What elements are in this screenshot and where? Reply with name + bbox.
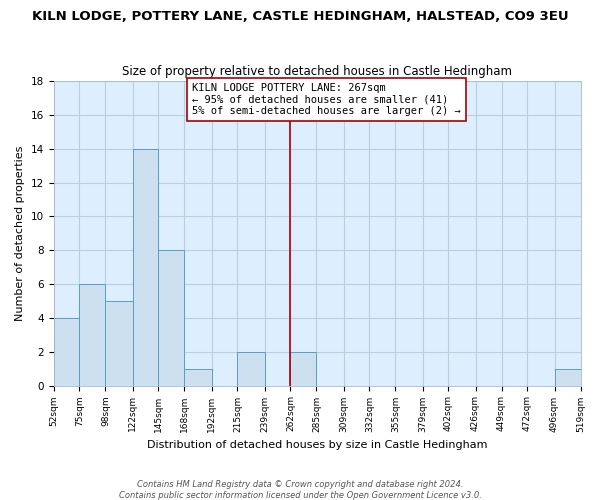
Bar xyxy=(290,352,316,386)
X-axis label: Distribution of detached houses by size in Castle Hedingham: Distribution of detached houses by size … xyxy=(147,440,487,450)
Bar xyxy=(53,318,79,386)
Bar xyxy=(79,284,106,386)
Bar xyxy=(158,250,184,386)
Title: Size of property relative to detached houses in Castle Hedingham: Size of property relative to detached ho… xyxy=(122,66,512,78)
Bar xyxy=(184,368,212,386)
Bar xyxy=(238,352,265,386)
Y-axis label: Number of detached properties: Number of detached properties xyxy=(15,146,25,321)
Text: KILN LODGE, POTTERY LANE, CASTLE HEDINGHAM, HALSTEAD, CO9 3EU: KILN LODGE, POTTERY LANE, CASTLE HEDINGH… xyxy=(32,10,568,23)
Bar xyxy=(106,301,133,386)
Text: KILN LODGE POTTERY LANE: 267sqm
← 95% of detached houses are smaller (41)
5% of : KILN LODGE POTTERY LANE: 267sqm ← 95% of… xyxy=(193,82,461,116)
Bar xyxy=(133,148,158,386)
Bar xyxy=(554,368,581,386)
Text: Contains HM Land Registry data © Crown copyright and database right 2024.
Contai: Contains HM Land Registry data © Crown c… xyxy=(119,480,481,500)
